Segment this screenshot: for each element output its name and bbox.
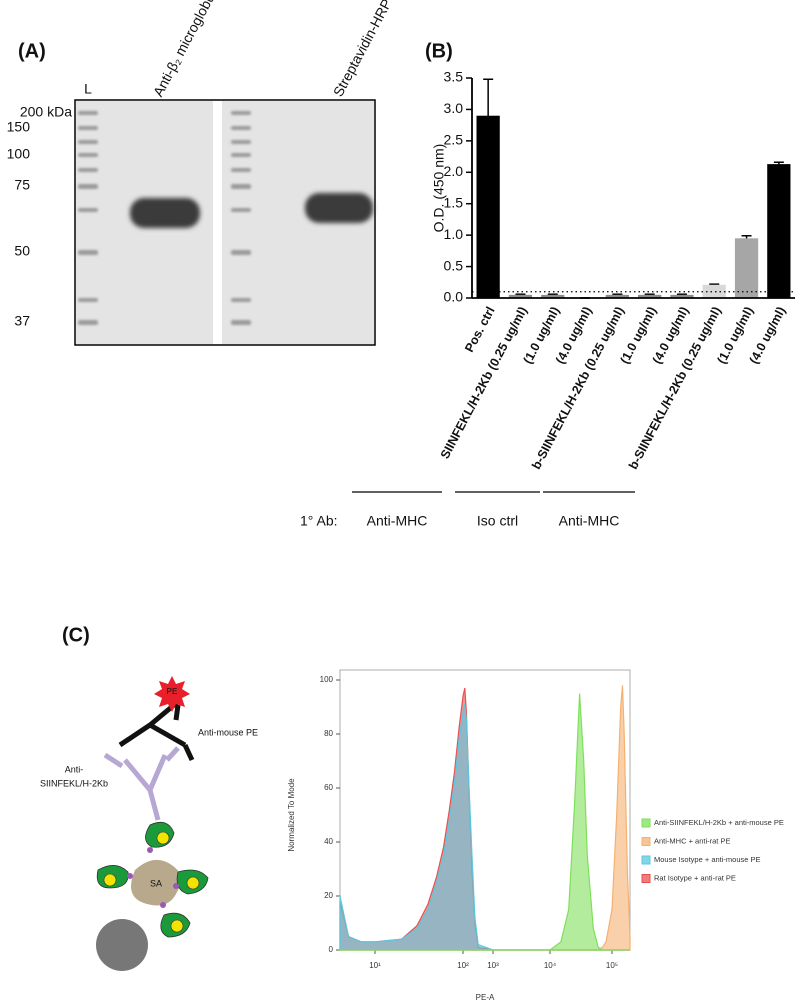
- y-axis-label: O.D. (450 nm): [431, 144, 447, 233]
- y-tick-label: 60: [324, 783, 333, 792]
- bar: [476, 115, 500, 298]
- lane-label: Streptavidin-HRP: [330, 0, 395, 99]
- diagram-label: Anti-mouse PE: [198, 727, 258, 737]
- x-tick-label: 10⁴: [544, 961, 557, 970]
- y-tick-label: 80: [324, 729, 333, 738]
- legend-label: Anti-SIINFEKL/H-2Kb + anti-mouse PE: [654, 818, 784, 827]
- ladder-label: 100: [7, 146, 31, 162]
- x-axis-label: PE-A: [476, 993, 495, 1002]
- y-tick-label: 40: [324, 837, 333, 846]
- y-tick-label: 1.0: [444, 226, 464, 242]
- area: [340, 693, 630, 951]
- legend-label: Rat Isotype + anti-rat PE: [654, 873, 736, 882]
- bar: [638, 294, 662, 298]
- diagram-label: SA: [150, 878, 162, 888]
- diagram-label: Anti-: [65, 764, 84, 774]
- ladder-label: 150: [7, 119, 31, 135]
- bar: [605, 294, 629, 298]
- diagram-label: SIINFEKL/H-2Kb: [40, 778, 108, 788]
- group-label: Anti-MHC: [559, 513, 620, 529]
- y-tick-label: 1.5: [444, 194, 464, 210]
- bar: [734, 238, 759, 298]
- histogram: 0 20 40 60 80 100 10¹ 10² 10³ 10⁴ 10⁵ PE-A Normalize…: [287, 669, 784, 1002]
- legend-swatch: [641, 874, 651, 883]
- streptavidin: [131, 859, 182, 906]
- y-tick-label: 2.0: [444, 163, 464, 179]
- panel-label: (A): [18, 40, 46, 62]
- x-tick-label: Pos. ctrl: [462, 304, 498, 354]
- x-tick-label: 10⁵: [606, 961, 618, 970]
- peptides: [103, 831, 200, 933]
- ladder-label: 50: [14, 243, 30, 259]
- ladder-label: 200 kDa: [20, 104, 72, 120]
- primary-antibody: [103, 746, 180, 821]
- secondary-antibody: [118, 698, 195, 762]
- y-tick-label: 3.0: [444, 100, 464, 116]
- x-tick-label: 10¹: [369, 961, 381, 970]
- bead: [96, 919, 148, 971]
- y-tick-label: 0.0: [444, 289, 464, 305]
- x-tick-label: 10³: [487, 961, 499, 970]
- legend-label: Anti-MHC + anti-rat PE: [654, 836, 730, 845]
- y-tick-label: 2.5: [444, 132, 464, 148]
- group-label: Iso ctrl: [477, 513, 518, 529]
- lane-label: L: [84, 81, 92, 97]
- group-label: Anti-MHC: [367, 513, 428, 529]
- legend-label: Mouse Isotype + anti-mouse PE: [654, 855, 761, 864]
- legend-swatch: [641, 855, 651, 865]
- biotin: [127, 847, 179, 908]
- bar: [702, 284, 726, 298]
- ladder: [78, 111, 251, 325]
- lane-label: Anti-β₂ microglobulin: [150, 0, 225, 99]
- ladder-label: 75: [14, 177, 30, 193]
- legend-swatch: [641, 837, 651, 846]
- bar: [670, 294, 694, 298]
- panel-label: (C): [62, 624, 90, 646]
- y-tick-label: 20: [324, 891, 333, 900]
- legend-swatch: [641, 818, 651, 828]
- bar: [767, 164, 791, 298]
- y-tick-label: 0: [329, 945, 334, 954]
- pe-fluorophore: [154, 676, 190, 712]
- panel-c-diagram: (C) PE Anti-mouse PE Anti- SIINFEKL/H-2K…: [40, 624, 258, 971]
- y-tick-label: 0.5: [444, 257, 464, 273]
- group-title: 1° Ab:: [300, 513, 338, 529]
- panel-a: (A) L Anti-β₂ microglobulin Streptavidin…: [7, 0, 395, 346]
- panel-label: (B): [425, 40, 453, 62]
- y-tick-label: 3.5: [444, 69, 464, 85]
- diagram-label: PE: [167, 687, 178, 696]
- y-tick-label: 100: [320, 675, 334, 684]
- bar: [541, 294, 565, 298]
- x-tick-label: 10²: [457, 961, 469, 970]
- band: [130, 198, 200, 228]
- band: [305, 193, 373, 223]
- bar: [508, 294, 533, 298]
- y-axis-label: Normalized To Mode: [287, 778, 296, 852]
- ladder-label: 37: [14, 313, 30, 329]
